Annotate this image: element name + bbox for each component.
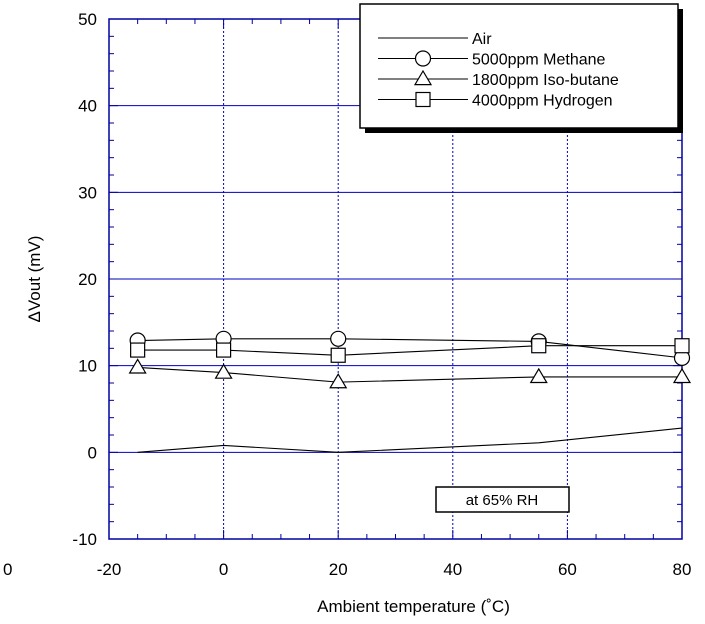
- square-marker: [130, 342, 146, 358]
- legend-box: [359, 3, 679, 129]
- x-tick-label: 40: [443, 560, 462, 579]
- y-tick-label: 40: [78, 97, 97, 116]
- legend-label: 1800ppm Iso-butane: [472, 72, 619, 89]
- triangle-marker: [672, 367, 692, 384]
- series-3: [128, 358, 692, 389]
- y-tick-label: 20: [78, 270, 97, 289]
- circle-marker: [414, 50, 432, 67]
- triangle-marker: [413, 69, 433, 86]
- y-axis-label: ΔVout (mV): [25, 236, 44, 323]
- stray-tick-label: 0: [3, 560, 12, 579]
- x-tick-labels: -20 0 20 40 60 80: [97, 560, 692, 579]
- square-marker: [216, 342, 232, 358]
- x-tick-label: 60: [558, 560, 577, 579]
- annotation-box: at 65% RH: [435, 486, 570, 513]
- y-tick-label: 0: [88, 443, 97, 462]
- triangle-marker: [128, 358, 147, 374]
- x-tick-label: 80: [673, 560, 692, 579]
- y-tick-label: -10: [72, 530, 97, 549]
- triangle-marker: [329, 372, 348, 389]
- annotation-text: at 65% RH: [466, 492, 539, 509]
- x-tick-label: -20: [97, 560, 122, 579]
- x-tick-label: 20: [329, 560, 348, 579]
- legend-label: 5000ppm Methane: [472, 52, 606, 69]
- series-2: [129, 330, 691, 366]
- x-tick-label: 0: [219, 560, 228, 579]
- square-marker: [330, 347, 346, 363]
- y-tick-label: 30: [78, 183, 97, 202]
- legend-entry: Air: [378, 31, 492, 48]
- series: [128, 330, 692, 453]
- square-marker: [531, 338, 547, 354]
- legend-entry: 4000ppm Hydrogen: [378, 91, 613, 110]
- legend: Air 5000ppm Methane 1800ppm Iso-butane 4000…: [359, 3, 683, 133]
- legend-label: 4000ppm Hydrogen: [472, 93, 613, 110]
- y-tick-label: 10: [78, 357, 97, 376]
- square-marker: [415, 91, 431, 108]
- triangle-marker: [529, 367, 548, 384]
- y-tick-label: 50: [78, 10, 97, 29]
- series-4: [130, 338, 690, 363]
- series-line: [137, 427, 683, 453]
- legend-entry: 1800ppm Iso-butane: [378, 69, 619, 89]
- triangle-marker: [214, 363, 233, 379]
- y-tick-labels: -10 0 10 20 30 40 50: [72, 10, 97, 549]
- circle-marker: [330, 330, 347, 347]
- x-axis-label: Ambient temperature (˚C): [317, 597, 510, 616]
- series-1: [137, 427, 683, 453]
- legend-entry: 5000ppm Methane: [378, 50, 606, 69]
- square-marker: [674, 338, 690, 354]
- legend-label: Air: [472, 31, 492, 48]
